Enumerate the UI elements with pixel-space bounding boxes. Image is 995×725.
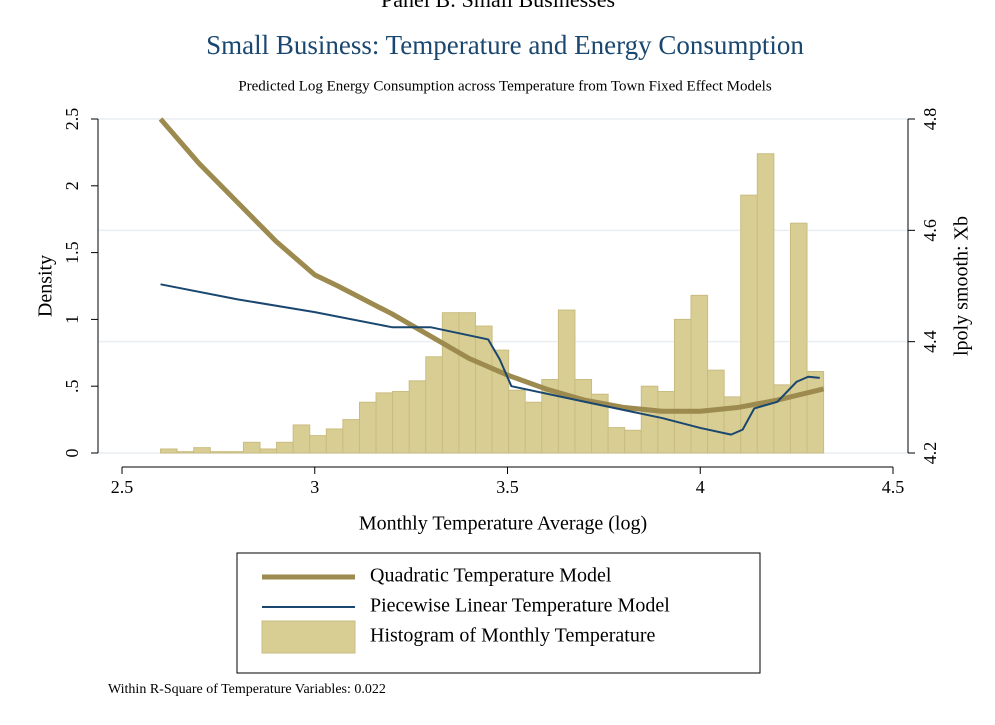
y2-tick-label: 4.8 [920, 108, 940, 131]
y-tick-label: .5 [62, 379, 82, 393]
header: Panel B: Small Businesses [381, 0, 615, 12]
y2-tick-label: 4.6 [920, 219, 940, 242]
legend-label: Piecewise Linear Temperature Model [370, 595, 670, 617]
histogram-bar [209, 451, 228, 454]
y-axis-label: Density [35, 255, 57, 317]
y-tick-label: 2 [62, 181, 82, 190]
histogram-bar [408, 380, 427, 454]
x-axis-label: Monthly Temperature Average (log) [359, 513, 647, 535]
histogram-bar [491, 349, 510, 454]
histogram-bar [358, 401, 377, 454]
histogram-bar [806, 371, 825, 454]
line-series [160, 283, 820, 436]
histogram-bar [789, 222, 808, 454]
histogram-bar [242, 441, 261, 454]
legend: Quadratic Temperature Model Piecewise Lin… [261, 565, 670, 654]
histogram-bar [624, 429, 642, 454]
y-tick-label: 0 [62, 449, 82, 458]
histogram-bar [375, 392, 394, 454]
histogram-bar [524, 401, 543, 454]
histogram-bar [226, 451, 244, 454]
histogram-bar [309, 435, 327, 454]
histogram-bar [657, 391, 675, 454]
x-tick-label: 4 [696, 477, 705, 497]
histogram-bar [425, 356, 443, 454]
histogram-bar [508, 389, 526, 454]
histogram-bar [673, 318, 692, 454]
line-series [158, 117, 825, 414]
y-tick-label: 1.5 [62, 241, 82, 264]
histogram-bar [607, 427, 626, 454]
histogram-bar [292, 424, 311, 454]
y2-tick-label: 4.2 [920, 442, 940, 465]
histogram-bar [756, 153, 775, 454]
histogram-bar [574, 379, 593, 454]
x-tick-label: 4.5 [882, 477, 905, 497]
chart-title: Small Business: Temperature and Energy C… [206, 30, 804, 60]
histogram-bar [325, 428, 344, 454]
legend-label: Histogram of Monthly Temperature [370, 625, 656, 647]
legend-label: Quadratic Temperature Model [370, 565, 612, 587]
histogram-bar [740, 194, 758, 454]
y2-axis-label: lpoly smooth: Xb [951, 216, 973, 356]
histogram-bar [441, 312, 460, 454]
histogram-bar [193, 447, 211, 454]
histogram-bar [557, 309, 576, 454]
histogram-bar [392, 391, 410, 454]
y-tick-label: 1 [62, 315, 82, 324]
x-tick-label: 3.5 [496, 477, 519, 497]
note: Within R-Square of Temperature Variables… [108, 682, 386, 697]
histogram-bar [591, 393, 609, 454]
y2-tick-label: 4.4 [920, 330, 940, 353]
histogram-bar [276, 441, 294, 454]
histogram-bar [176, 451, 195, 454]
y-tick-label: 2.5 [62, 108, 82, 131]
histogram-bar [640, 385, 659, 454]
histogram-bar [259, 448, 278, 454]
histogram-bar [475, 325, 493, 454]
histogram-bar [342, 419, 360, 454]
histogram-bar [160, 448, 178, 454]
legend-swatch [261, 620, 356, 654]
chart-subtitle: Predicted Log Energy Consumption across … [238, 78, 772, 94]
x-tick-label: 2.5 [111, 477, 134, 497]
x-tick-label: 3 [310, 477, 319, 497]
